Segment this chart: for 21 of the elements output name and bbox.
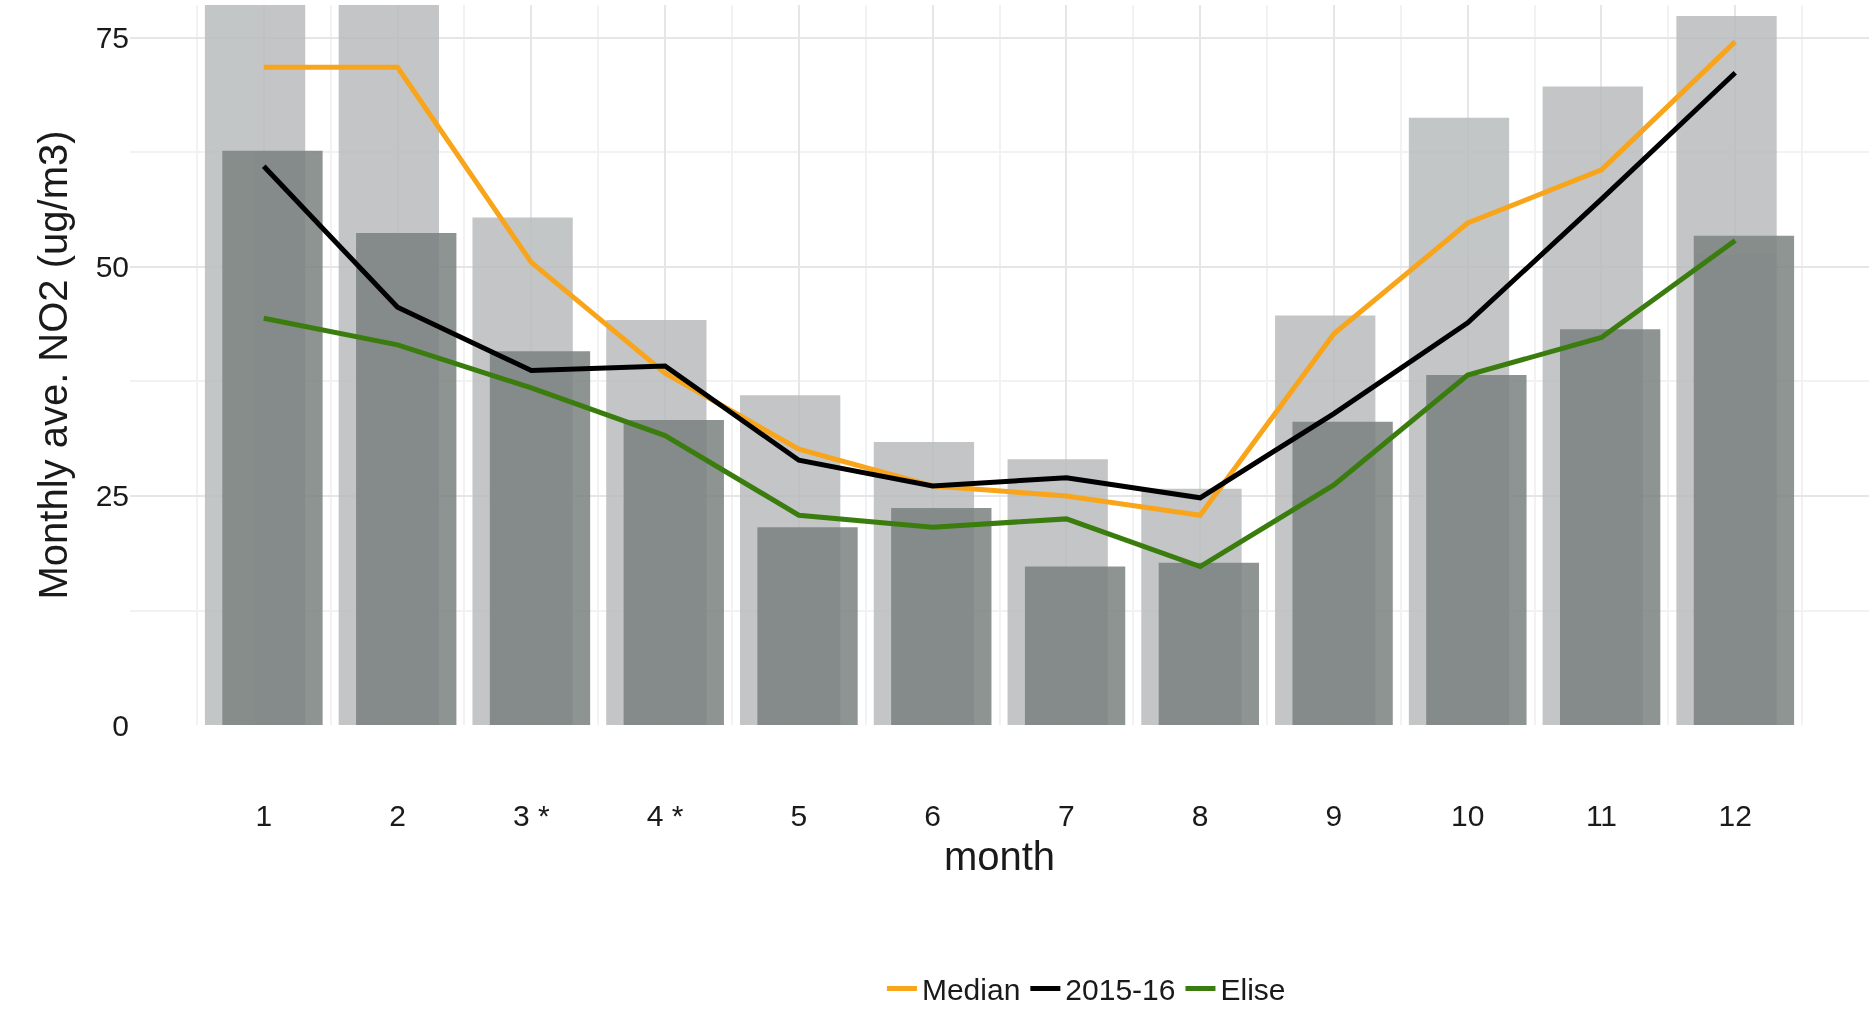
x-tick-label: 8 [1191, 799, 1209, 832]
x-tick-label: 11 [1585, 799, 1618, 832]
x-axis-title: month [943, 833, 1056, 878]
x-tick-label: 10 [1451, 799, 1485, 832]
y-tick-label: 0 [112, 708, 129, 742]
legend-label: 2015-16 [1065, 973, 1176, 1007]
y-tick-label: 75 [95, 21, 129, 55]
x-tick-label: 9 [1325, 799, 1343, 832]
x-tick-label: 3 * [512, 799, 550, 832]
x-tick-label: 1 [255, 799, 273, 832]
y-axis-title: Monthly ave. NO2 (ug/m3) [31, 130, 76, 600]
x-tick-label: 4 * [646, 799, 684, 832]
legend-label: Median [921, 973, 1021, 1007]
x-tick-label: 6 [924, 799, 941, 832]
legend-label: Elise [1220, 973, 1286, 1007]
y-tick-label: 50 [95, 250, 129, 284]
x-tick-label: 7 [1058, 799, 1075, 832]
x-tick-label: 5 [790, 799, 808, 832]
x-tick-label: 2 [389, 799, 406, 832]
x-tick-label: 12 [1718, 799, 1752, 832]
y-tick-label: 25 [95, 479, 129, 513]
